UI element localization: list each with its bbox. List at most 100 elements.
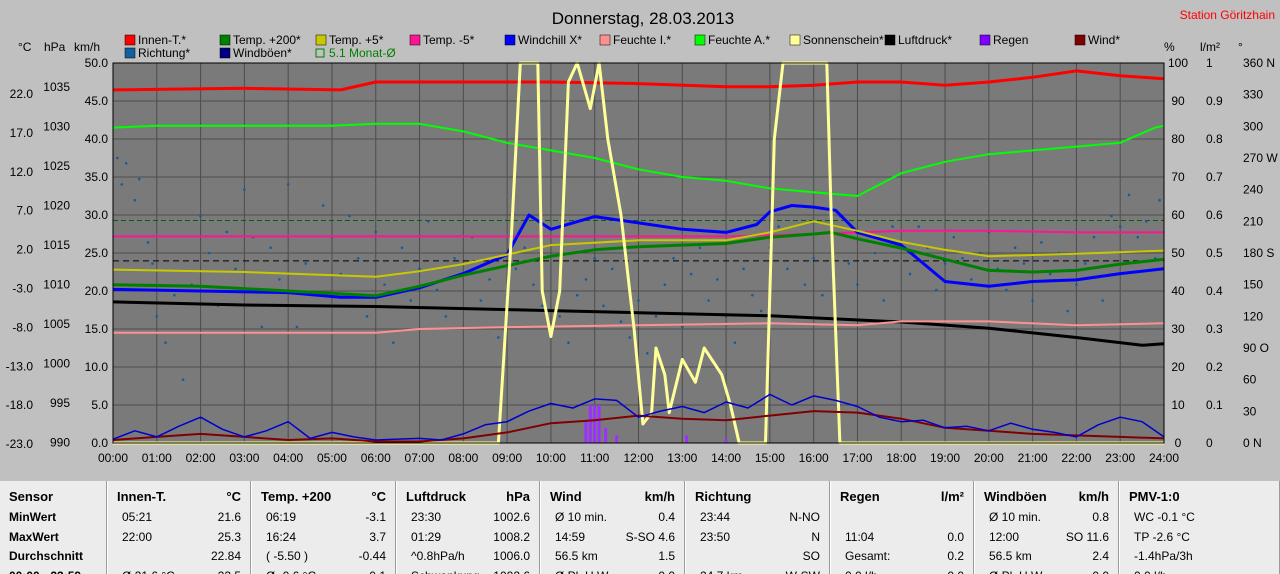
direction-dot (1022, 262, 1026, 265)
kmh-tick-label: 20.0 (85, 284, 109, 298)
legend-label: Windchill X* (518, 33, 582, 47)
x-tick-label: 13:00 (667, 451, 697, 465)
stats-row: TP -2.6 °C (1120, 530, 1279, 549)
legend-swatch (219, 34, 231, 46)
stats-row: 56.5 km 1.5 (541, 549, 684, 568)
percent-tick-label: 60 (1171, 208, 1185, 222)
stats-cell-label: 23:50 (700, 529, 731, 544)
weather-chart: 00:00 01:00 02:00 03:00 04:00 05:00 06:00 07:00… (5, 8, 1279, 465)
celsius-tick-label: -3.0 (12, 282, 33, 296)
stats-row: Ø 10 min. 0.4 (541, 510, 684, 529)
stats-cell-label: 22:00 (122, 529, 153, 544)
stats-row: 0.0 l/h (1120, 569, 1279, 574)
hpa-tick-label: 995 (50, 396, 70, 410)
rain-bar (584, 420, 588, 443)
rain-tick-label: 0.6 (1206, 208, 1223, 222)
direction-dot (260, 325, 264, 329)
direction-dot (821, 293, 824, 297)
rain-tick-label: 1 (1206, 56, 1213, 70)
degree-tick-label: 30 (1243, 404, 1257, 418)
direction-dot (891, 225, 894, 228)
stats-cell-value: 25.3 (217, 529, 241, 544)
direction-dot (155, 315, 159, 318)
direction-dot (120, 183, 124, 186)
stats-row: Ø Pl. H.W. 0.0 (975, 569, 1118, 574)
stats-header-label: PMV-1:0 (1129, 489, 1180, 504)
series-line-feuchte-a (112, 122, 1165, 197)
rain-tick-label: 0.8 (1206, 132, 1223, 146)
x-tick-label: 08:00 (448, 451, 478, 465)
stats-row: 16:24 3.7 (252, 530, 395, 549)
direction-dot (1118, 225, 1122, 228)
stats-row: Ø 10 min. 0.8 (975, 510, 1118, 529)
direction-dot (1110, 214, 1113, 218)
x-tick-label: 03:00 (229, 451, 259, 465)
direction-dot (628, 336, 632, 339)
stats-header-unit: l/m² (940, 489, 964, 504)
degree-tick-label: 150 (1243, 278, 1263, 292)
stats-row: 22.84 (108, 549, 250, 568)
stats-cell-value: 1.5 (658, 549, 675, 563)
series-line-sonnenschein (113, 61, 1164, 445)
stats-header-unit: °C (371, 489, 386, 504)
stats-header: Wind km/h (541, 489, 684, 508)
direction-dot (269, 246, 272, 250)
hpa-tick-label: 1000 (43, 357, 70, 371)
series-lines (112, 61, 1165, 445)
x-tick-label: 17:00 (842, 451, 872, 465)
direction-dot (146, 241, 150, 244)
direction-dot (803, 283, 807, 286)
legend-swatch (124, 47, 136, 59)
stats-column: Windböen km/h Ø 10 min. 0.8 12:00 SO 11.6 56.5… (975, 481, 1119, 574)
direction-dot (1013, 246, 1017, 250)
stats-cell-label: -1.4hPa/3h (1134, 549, 1193, 563)
direction-dot (952, 235, 956, 239)
direction-dot (733, 341, 737, 345)
direction-dot (908, 272, 912, 276)
celsius-tick-label: 7.0 (16, 204, 33, 218)
legend-label: Temp. +5* (329, 33, 384, 47)
percent-tick-label: 10 (1171, 398, 1185, 412)
legend-swatch (409, 34, 421, 46)
x-tick-label: 19:00 (930, 451, 960, 465)
legend-swatch (979, 34, 991, 46)
stats-row: Gesamt: 0.2 (831, 549, 973, 568)
direction-dot (444, 315, 448, 318)
stats-row: Ø -0.6 °C -0.1 (252, 569, 395, 574)
direction-dot (777, 225, 780, 228)
legend-label: Regen (993, 33, 1028, 47)
direction-dot (672, 256, 675, 260)
direction-dot (304, 262, 307, 265)
legend-label: Windböen* (233, 46, 292, 60)
legend-swatch (124, 34, 136, 46)
direction-dot (593, 256, 597, 260)
legend-label: Sonnenschein* (803, 33, 884, 47)
percent-tick-label: 90 (1171, 94, 1185, 108)
direction-dot (567, 341, 570, 345)
series-line-temp-5 (112, 220, 1165, 278)
kmh-tick-label: 35.0 (85, 170, 109, 184)
degree-tick-label: 300 (1243, 119, 1263, 133)
percent-tick-label: 70 (1171, 170, 1185, 184)
x-tick-label: 09:00 (492, 451, 522, 465)
stats-cell-value: 21.6 (217, 510, 241, 524)
stats-cell-label: 0.0 l/h (1134, 569, 1167, 574)
hpa-tick-label: 1030 (43, 120, 70, 134)
stats-header: Luftdruck hPa (397, 489, 539, 508)
stats-cell-value: N-NO (789, 510, 820, 524)
stats-column: Innen-T. °C 05:21 21.6 22:00 25.3 22.84 Ø 21.6 … (108, 481, 251, 574)
stats-cell-label: 16:24 (266, 529, 297, 544)
direction-dot (698, 246, 702, 250)
stats-cell-value: 0.0 (658, 569, 675, 574)
stats-cell-value: SO (802, 549, 820, 563)
stats-cell-value: 1008.2 (493, 529, 530, 544)
stats-header: Sensor (0, 489, 106, 508)
direction-dot (523, 246, 526, 250)
percent-tick-label: 40 (1171, 284, 1185, 298)
statistics-table: Sensor MinWert MaxWert Durchschnitt 00:00 - … (0, 481, 1280, 574)
stats-cell-label: ( -5.50 ) (266, 549, 309, 563)
stats-header-label: Regen (840, 489, 880, 504)
rain-tick-label: 0.9 (1206, 94, 1223, 108)
stats-column: PMV-1:0 WC -0.1 °C TP -2.6 °C -1.4hPa/3h 0.0… (1120, 481, 1280, 574)
kmh-tick-label: 30.0 (85, 208, 109, 222)
